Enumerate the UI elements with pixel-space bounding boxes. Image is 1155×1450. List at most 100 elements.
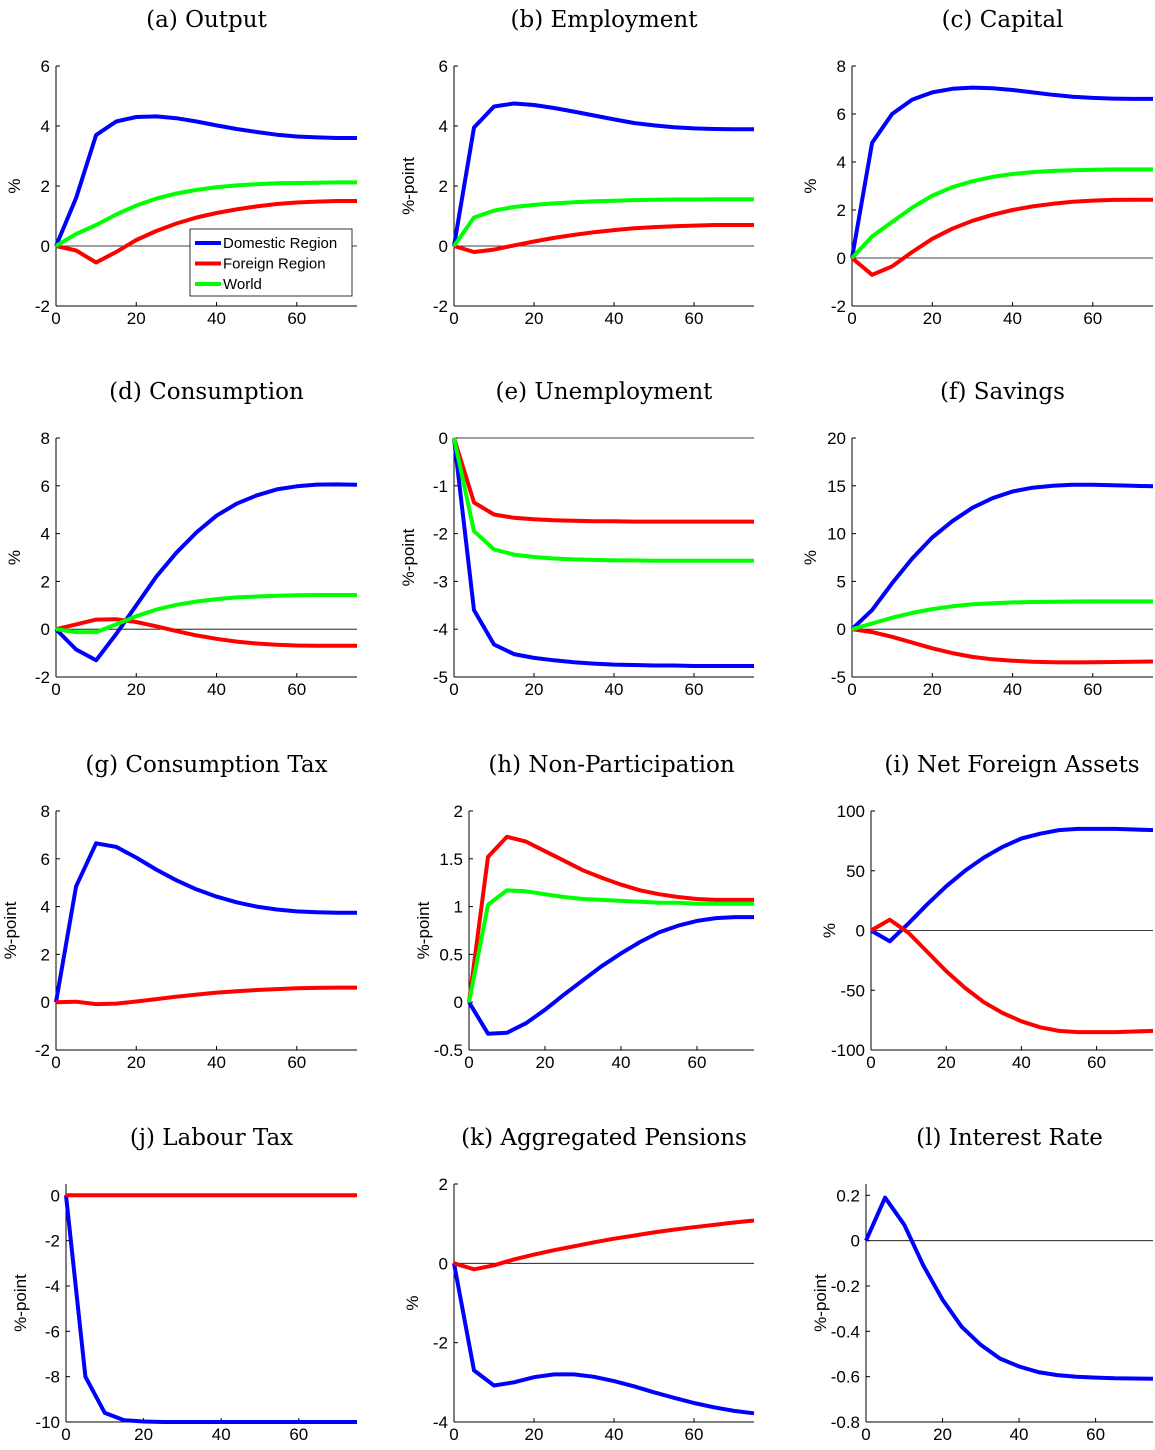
y-tick-label: 8 (41, 429, 50, 448)
series-line-foreign-region (850, 197, 1153, 277)
x-tick-label: 40 (605, 680, 624, 699)
y-tick-label: 0 (837, 620, 846, 639)
y-tick-label: -0.6 (831, 1368, 860, 1387)
series-line-domestic-region (850, 85, 1153, 259)
panel-title: (e) Unemployment (496, 379, 714, 405)
x-tick-label: 40 (1003, 680, 1022, 699)
y-axis-label: % (403, 1295, 422, 1310)
x-tick-label: 60 (688, 1053, 707, 1072)
y-tick-label: -2 (433, 525, 448, 544)
panel-title: (h) Non-Participation (488, 752, 734, 778)
y-tick-label: 0 (439, 429, 448, 448)
legend-label: Domestic Region (223, 235, 337, 252)
y-tick-label: -2 (35, 668, 50, 687)
x-tick-label: 20 (937, 1053, 956, 1072)
x-tick-label: 20 (933, 1425, 952, 1444)
x-tick-label: 60 (1083, 680, 1102, 699)
x-tick-label: 40 (207, 1053, 226, 1072)
y-tick-label: -3 (433, 572, 448, 591)
y-tick-label: -0.4 (831, 1322, 860, 1341)
y-tick-label: 1 (454, 898, 463, 917)
y-tick-label: 2 (439, 1175, 448, 1194)
x-tick-label: 0 (847, 680, 856, 699)
y-tick-label: 5 (837, 572, 846, 591)
x-tick-label: 0 (861, 1425, 870, 1444)
series-line-domestic-region (452, 437, 754, 668)
y-axis-label: % (5, 550, 24, 565)
panel-8: (i) Net Foreign Assets 0 20 40 60 -100 -50 0 50 1… (820, 752, 1154, 1072)
y-tick-label: -5 (831, 668, 846, 687)
y-tick-label: 10 (827, 525, 846, 544)
y-tick-label: -10 (35, 1413, 60, 1432)
y-tick-label: 6 (837, 105, 846, 124)
y-tick-label: 0 (454, 993, 463, 1012)
x-tick-label: 20 (127, 1053, 146, 1072)
y-axis-label: % (820, 923, 839, 938)
panel-10: (k) Aggregated Pensions 0 20 40 60 -4 -2 0 2% (403, 1125, 755, 1444)
y-tick-label: 4 (41, 525, 50, 544)
y-tick-label: 4 (837, 153, 846, 172)
series-line-domestic-region (452, 101, 754, 247)
y-tick-label: 0 (439, 237, 448, 256)
series-line-domestic-region (850, 482, 1154, 631)
panel-9: (j) Labour Tax 0 20 40 60 -10 -8 -6 -4 -2 0 %-point (11, 1125, 357, 1444)
x-tick-label: 0 (51, 680, 60, 699)
y-tick-label: 15 (827, 477, 846, 496)
x-tick-label: 20 (525, 1425, 544, 1444)
y-axis-label: %-point (399, 528, 418, 586)
x-tick-label: 40 (1003, 309, 1022, 328)
y-tick-label: 0 (856, 922, 865, 941)
series-line-world (467, 888, 754, 1003)
x-tick-label: 40 (1012, 1053, 1031, 1072)
series-line-domestic-region (54, 114, 357, 247)
series-line-foreign-region (55, 199, 357, 265)
y-tick-label: 0 (41, 237, 50, 256)
x-tick-label: 40 (612, 1053, 631, 1072)
series-line-domestic-region (54, 482, 358, 663)
x-tick-label: 0 (866, 1053, 875, 1072)
x-tick-label: 40 (212, 1425, 231, 1444)
legend: Domestic Region Foreign Region World (189, 228, 353, 297)
x-tick-label: 60 (287, 309, 306, 328)
y-tick-label: 100 (837, 802, 865, 821)
y-tick-label: 4 (41, 117, 50, 136)
series-line-foreign-region (870, 917, 1154, 1035)
y-tick-label: -1 (433, 477, 448, 496)
series-line-world (55, 593, 357, 635)
x-tick-label: 0 (847, 309, 856, 328)
y-tick-label: -4 (433, 620, 448, 639)
x-tick-label: 0 (464, 1053, 473, 1072)
series-line-world (452, 197, 754, 248)
panel-title: (l) Interest Rate (916, 1125, 1103, 1151)
y-tick-label: 8 (837, 57, 846, 76)
x-tick-label: 20 (923, 680, 942, 699)
series-line-world (850, 167, 1153, 260)
x-tick-label: 0 (51, 1053, 60, 1072)
panel-4: (e) Unemployment 0 20 40 60 -5 -4 -3 -2 -1 0 %-poin… (399, 379, 754, 699)
series-line-foreign-region (851, 627, 1154, 665)
y-tick-label: 0 (439, 1254, 448, 1273)
panel-title: (g) Consumption Tax (85, 752, 327, 778)
y-tick-label: -0.8 (831, 1413, 860, 1432)
panel-title: (f) Savings (940, 379, 1065, 405)
y-tick-label: -2 (35, 1041, 50, 1060)
x-tick-label: 60 (685, 680, 704, 699)
y-tick-label: -6 (45, 1322, 60, 1341)
x-tick-label: 60 (685, 1425, 704, 1444)
y-tick-label: 2 (454, 802, 463, 821)
series-line-foreign-region (453, 1218, 755, 1272)
y-tick-label: -2 (433, 1334, 448, 1353)
y-tick-label: -0.5 (434, 1041, 463, 1060)
x-tick-label: 40 (207, 680, 226, 699)
y-tick-label: 6 (41, 850, 50, 869)
y-tick-label: 0.2 (836, 1186, 860, 1205)
series-line-domestic-region (452, 1262, 755, 1416)
y-tick-label: 2 (41, 945, 50, 964)
panel-title: (k) Aggregated Pensions (461, 1125, 747, 1151)
y-tick-label: 6 (41, 477, 50, 496)
x-tick-label: 0 (449, 1425, 458, 1444)
y-axis-label: % (5, 178, 24, 193)
series-line-foreign-region (467, 834, 754, 1003)
